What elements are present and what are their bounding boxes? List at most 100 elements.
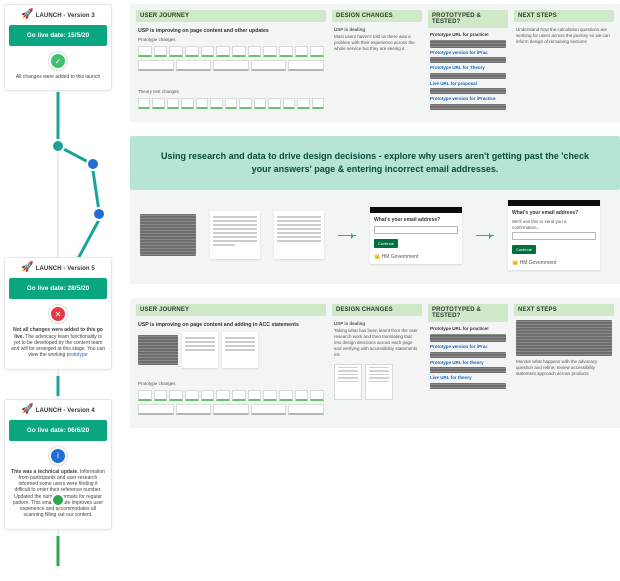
screenshot-form [210, 211, 260, 259]
redacted-block [430, 88, 506, 94]
proto-link[interactable]: Live URL for proposal [430, 81, 506, 88]
continue-button[interactable]: Continue [512, 245, 536, 254]
status-chip: i [9, 447, 107, 465]
screenshot-govuk: What's your email address? We'll use thi… [508, 200, 600, 271]
banner-text: Using research and data to drive design … [160, 150, 590, 176]
screenshot-form [274, 211, 324, 259]
redacted-block [430, 57, 506, 63]
redacted-block [430, 383, 506, 389]
proto-link[interactable]: Prototype URL for Theory [430, 65, 506, 72]
col-design-changes: DESIGN CHANGES USP is dealing Taking wha… [332, 304, 422, 422]
col-user-journey: USER JOURNEY USP is improving on page co… [136, 10, 326, 116]
go-live-badge: Go live date: 28/5/20 [9, 278, 107, 299]
launch-note: All changes were added to this launch [11, 74, 105, 80]
col-header: NEXT STEPS [514, 10, 614, 22]
col-header: PROTOTYPED & TESTED? [428, 304, 508, 322]
arrow-icon [476, 235, 494, 236]
launch-card-v5: 🚀LAUNCH - Version 5 Go live date: 28/5/2… [4, 257, 112, 369]
question-text: What's your email address? [512, 210, 596, 216]
content-column: USER JOURNEY USP is improving on page co… [130, 4, 620, 569]
journey-subhead: USP is improving on page content and add… [138, 322, 324, 328]
doc-thumbnails [334, 364, 420, 400]
screenshot-redacted [140, 214, 196, 256]
proto-header: Prototype URL for practice! [430, 326, 506, 333]
timeline-node [53, 141, 63, 151]
next-body: Monitor what happens with the advocacy q… [516, 359, 612, 377]
launch-title: 🚀LAUNCH - Version 4 [9, 404, 107, 415]
journey-subhead: USP is improving on page content and oth… [138, 28, 324, 34]
redacted-block [430, 334, 506, 342]
board-section-1: USER JOURNEY USP is improving on page co… [130, 4, 620, 122]
timeline-node [88, 159, 98, 169]
status-chip: ✕ [9, 305, 107, 323]
proto-header: Prototype URL for practice! [430, 32, 506, 39]
email-field[interactable] [512, 232, 596, 240]
journey-mock [138, 390, 324, 401]
timeline-node [53, 495, 63, 505]
row-label: Theory test changes [138, 89, 324, 95]
col-next-steps: NEXT STEPS Understand how the calculatio… [514, 10, 614, 116]
journey-mock [138, 98, 324, 109]
col-user-journey: USER JOURNEY USP is improving on page co… [136, 304, 326, 422]
rocket-icon: 🚀 [21, 9, 34, 20]
launch-card-v4: 🚀LAUNCH - Version 4 Go live date: 06/6/2… [4, 399, 112, 530]
filmstrip: What's your email address? Continue 👑 HM… [130, 190, 620, 285]
go-live-badge: Go live date: 15/5/20 [9, 25, 107, 46]
crest-label: 👑 HM Government [512, 260, 596, 266]
col-header: USER JOURNEY [136, 304, 326, 316]
design-lead: USP is dealing [334, 27, 420, 33]
launch-note: This was a technical update. Information… [11, 469, 105, 519]
timeline-column: 🚀LAUNCH - Version 3 Go live date: 15/5/2… [4, 4, 112, 569]
screenshot-form [222, 332, 258, 368]
redacted-block [430, 104, 506, 110]
col-header: DESIGN CHANGES [332, 304, 422, 316]
col-header: USER JOURNEY [136, 10, 326, 22]
col-prototyped: PROTOTYPED & TESTED? Prototype URL for p… [428, 304, 508, 422]
proto-link[interactable]: Prototype version for iPrac [430, 50, 506, 57]
timeline-node [94, 209, 104, 219]
hint-text: We'll use this to send you a confirmatio… [512, 219, 596, 231]
rocket-icon: 🚀 [21, 404, 34, 415]
email-field[interactable] [374, 226, 458, 234]
row-label: Prototype changes [138, 381, 324, 387]
launch-title: 🚀LAUNCH - Version 5 [9, 262, 107, 273]
crest-label: 👑 HM Government [374, 254, 458, 260]
launch-note: Not all changes were added to this go li… [11, 327, 105, 358]
row-label: Prototype changes [138, 37, 324, 43]
redacted-block [516, 320, 612, 356]
col-next-steps: NEXT STEPS Monitor what happens with the… [514, 304, 614, 422]
design-lead: USP is dealing [334, 321, 420, 327]
check-icon: ✓ [49, 52, 67, 70]
note-link[interactable]: prototype [67, 352, 88, 358]
doc-thumb [334, 364, 362, 400]
screenshot-redacted [138, 335, 178, 365]
doc-thumb [365, 364, 393, 400]
proto-link[interactable]: Prototype URL for theory [430, 360, 506, 367]
insight-block: Using research and data to drive design … [130, 136, 620, 285]
col-header: PROTOTYPED & TESTED? [428, 10, 508, 28]
design-body: Most users haven't told us there was a p… [334, 34, 420, 52]
design-body: Taking what has been learnt from the use… [334, 328, 420, 357]
proto-link[interactable]: Live URL for theory [430, 375, 506, 382]
screenshot-form [182, 332, 218, 368]
cross-icon: ✕ [49, 305, 67, 323]
redacted-block [430, 367, 506, 373]
launch-title: 🚀LAUNCH - Version 3 [9, 9, 107, 20]
launch-card-v3: 🚀LAUNCH - Version 3 Go live date: 15/5/2… [4, 4, 112, 91]
col-header: NEXT STEPS [514, 304, 614, 316]
question-text: What's your email address? [374, 217, 458, 223]
redacted-block [430, 40, 506, 48]
col-prototyped: PROTOTYPED & TESTED? Prototype URL for p… [428, 10, 508, 116]
proto-link[interactable]: Prototype version for iPractice [430, 96, 506, 103]
timeline-path [4, 536, 112, 566]
rocket-icon: 🚀 [21, 262, 34, 273]
journey-mock [138, 46, 324, 57]
info-icon: i [49, 447, 67, 465]
continue-button[interactable]: Continue [374, 239, 398, 248]
status-chip: ✓ [9, 52, 107, 70]
col-header: DESIGN CHANGES [332, 10, 422, 22]
go-live-badge: Go live date: 06/6/20 [9, 420, 107, 441]
proto-link[interactable]: Prototype version for iPrac [430, 344, 506, 351]
board-section-2: USER JOURNEY USP is improving on page co… [130, 298, 620, 428]
insight-banner: Using research and data to drive design … [130, 136, 620, 190]
